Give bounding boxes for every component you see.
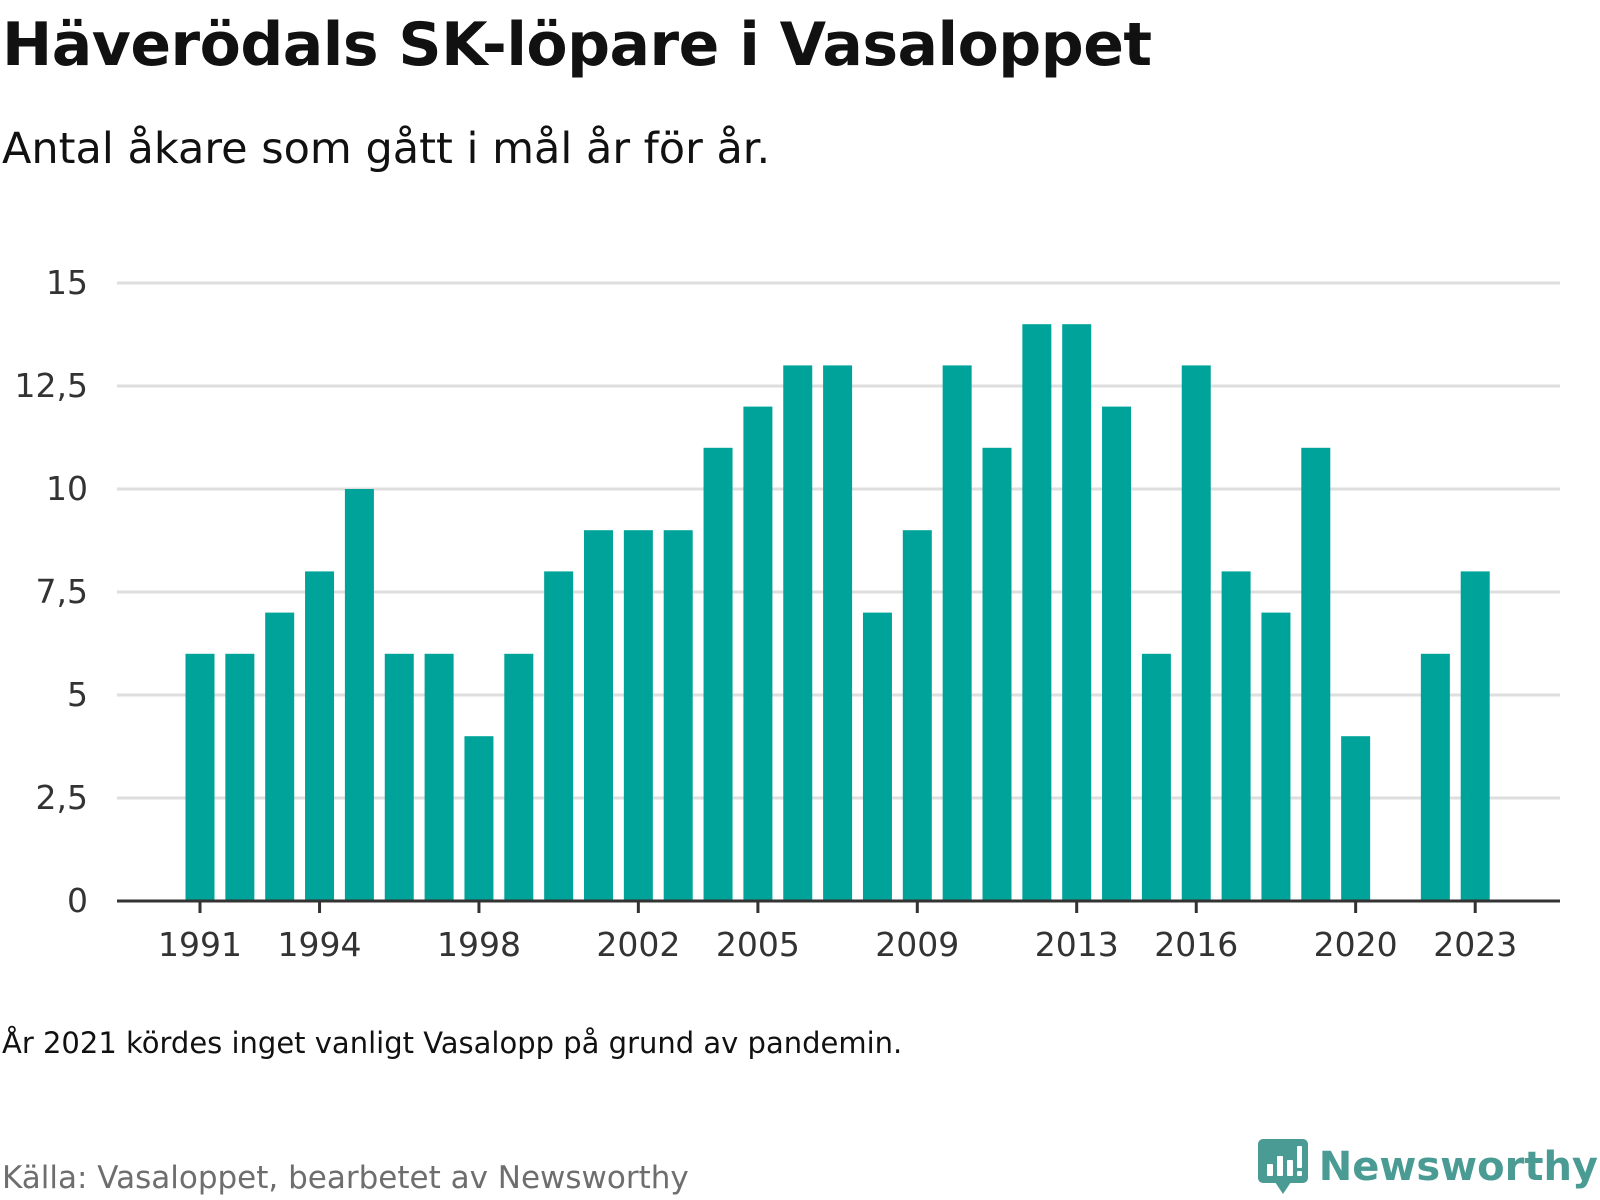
x-tick-label: 2020 — [1314, 925, 1398, 964]
bar-1991 — [185, 653, 215, 901]
bar-1993 — [265, 612, 295, 901]
bar-2001 — [584, 530, 613, 901]
page-subtitle: Antal åkare som gått i mål år för år. — [2, 124, 771, 174]
bar-2009 — [902, 530, 932, 901]
y-tick-label: 10 — [46, 469, 88, 508]
x-tick-label: 2005 — [716, 925, 800, 964]
bar-2003 — [663, 530, 693, 901]
bars — [185, 324, 1490, 901]
bar-2010 — [942, 365, 972, 901]
bar-1994 — [305, 571, 335, 901]
newsworthy-logo-icon — [1257, 1139, 1308, 1194]
bar-2022 — [1420, 653, 1450, 901]
y-tick-label: 5 — [67, 675, 88, 714]
bar-2004 — [703, 447, 733, 901]
x-axis: 1991 1994 1998 2002 2005 2009 2013 2016 2020 2023 — [117, 899, 1560, 964]
bar-1997 — [424, 653, 454, 901]
bar-2015 — [1141, 653, 1171, 901]
x-tick-label: 2016 — [1154, 925, 1238, 964]
y-tick-label: 0 — [67, 881, 88, 920]
bar-1992 — [225, 653, 255, 901]
y-tick-label: 7,5 — [36, 572, 88, 611]
x-tick-label: 2002 — [596, 925, 680, 964]
bar-2016 — [1181, 365, 1211, 901]
bar-2008 — [862, 612, 892, 901]
x-tick-label: 1998 — [437, 925, 521, 964]
bar-2006 — [783, 365, 813, 901]
bar-2002 — [623, 530, 653, 901]
bar-2023 — [1460, 571, 1490, 901]
bar-2013 — [1062, 324, 1092, 901]
y-tick-label: 2,5 — [36, 778, 88, 817]
y-tick-label: 15 — [46, 263, 88, 302]
bar-2012 — [1022, 324, 1052, 901]
bar-2018 — [1261, 612, 1291, 901]
x-tick-label: 2013 — [1035, 925, 1119, 964]
bar-1999 — [504, 653, 534, 901]
bar-1996 — [384, 653, 414, 901]
x-tick-label: 2023 — [1433, 925, 1517, 964]
x-tick-label: 1994 — [278, 925, 362, 964]
bar-1995 — [344, 489, 374, 901]
y-tick-label: 12,5 — [15, 366, 88, 405]
y-axis: 0 2,5 5 7,5 10 12,5 15 — [15, 263, 88, 920]
x-tick-label: 1991 — [158, 925, 242, 964]
footnote: År 2021 kördes inget vanligt Vasalopp på… — [2, 1026, 903, 1060]
bar-chart: 1991 1994 1998 2002 2005 2009 2013 2016 2020 2023… — [15, 263, 1560, 964]
bar-2019 — [1301, 447, 1331, 901]
brand-name: Newsworthy — [1318, 1144, 1598, 1190]
bar-2005 — [743, 406, 773, 901]
source-text: Källa: Vasaloppet, bearbetet av Newswort… — [2, 1160, 689, 1196]
bar-2007 — [823, 365, 853, 901]
bar-1998 — [464, 736, 494, 901]
bar-2000 — [544, 571, 574, 901]
brand-logo: Newsworthy — [1257, 1138, 1598, 1196]
bar-2017 — [1221, 571, 1251, 901]
bar-2020 — [1341, 736, 1371, 901]
bar-2011 — [982, 447, 1012, 901]
page-title: Häverödals SK-löpare i Vasaloppet — [2, 10, 1152, 80]
x-tick-label: 2009 — [875, 925, 959, 964]
bar-2014 — [1102, 406, 1132, 901]
